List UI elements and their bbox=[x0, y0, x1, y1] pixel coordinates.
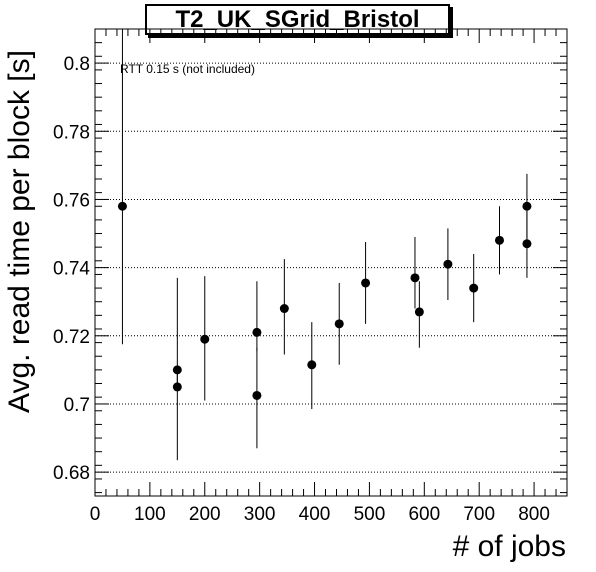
y-tick-label: 0.8 bbox=[64, 54, 90, 75]
x-tick-label: 600 bbox=[408, 504, 440, 525]
rtt-annotation: RTT 0.15 s (not included) bbox=[120, 62, 255, 76]
y-tick-label: 0.78 bbox=[53, 122, 90, 143]
y-tick-label: 0.74 bbox=[53, 259, 90, 280]
x-axis-label: # of jobs bbox=[453, 530, 566, 563]
grid-lines bbox=[95, 62, 567, 473]
data-point bbox=[361, 278, 371, 288]
y-tick-label: 0.7 bbox=[64, 395, 90, 416]
plot-frame bbox=[94, 28, 568, 497]
axis-ticks bbox=[94, 28, 568, 496]
x-tick-label: 800 bbox=[518, 504, 550, 525]
y-tick-label: 0.76 bbox=[53, 190, 90, 211]
data-point bbox=[414, 307, 424, 317]
data-point bbox=[200, 334, 210, 344]
data-point bbox=[307, 360, 317, 370]
x-tick-label: 500 bbox=[354, 504, 386, 525]
x-tick-label: 100 bbox=[134, 504, 166, 525]
data-point bbox=[172, 382, 182, 392]
x-tick-label: 400 bbox=[299, 504, 331, 525]
data-point bbox=[252, 390, 262, 400]
x-tick-label: 700 bbox=[463, 504, 495, 525]
data-point bbox=[172, 365, 182, 375]
y-tick-labels: 0.68 0.7 0.72 0.74 0.76 0.78 0.8 bbox=[53, 54, 90, 484]
x-tick-label: 300 bbox=[244, 504, 276, 525]
y-axis-label: Avg. read time per block [s] bbox=[3, 50, 36, 413]
data-point bbox=[494, 235, 504, 245]
chart-title: T2_UK_SGrid_Bristol bbox=[145, 4, 450, 35]
data-points bbox=[117, 29, 532, 461]
data-point bbox=[522, 239, 532, 249]
data-point bbox=[334, 319, 344, 329]
data-point bbox=[279, 304, 289, 314]
data-point bbox=[522, 201, 532, 211]
y-tick-label: 0.68 bbox=[53, 463, 90, 484]
data-point bbox=[117, 201, 127, 211]
x-tick-label: 200 bbox=[189, 504, 221, 525]
x-tick-labels: 0 100 200 300 400 500 600 700 800 bbox=[90, 504, 550, 525]
y-tick-label: 0.72 bbox=[53, 327, 90, 348]
x-tick-label: 0 bbox=[90, 504, 101, 525]
data-point bbox=[252, 327, 262, 337]
data-point bbox=[443, 259, 453, 269]
data-point bbox=[410, 273, 420, 283]
data-point bbox=[469, 283, 479, 293]
